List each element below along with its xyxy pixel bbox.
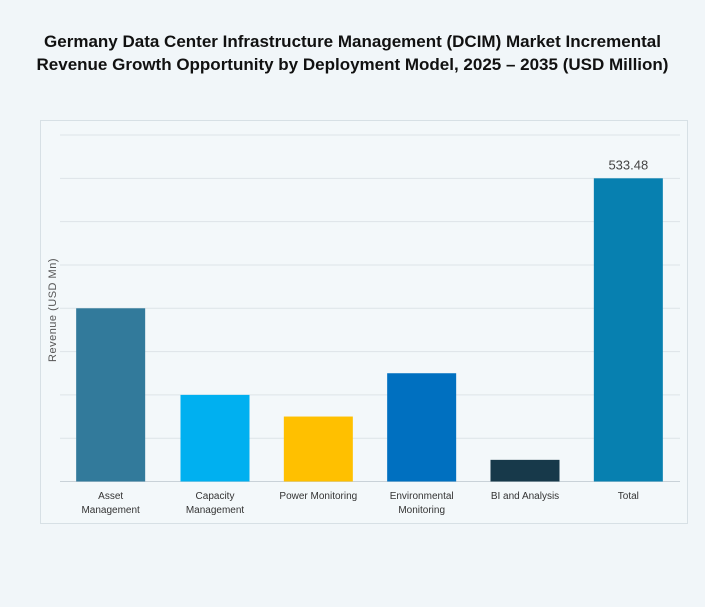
x-tick-label: Capacity Management	[186, 491, 245, 516]
y-axis-label: Revenue (USD Mn)	[47, 258, 59, 362]
x-tick-label: Total	[618, 491, 639, 502]
data-label: 533.48	[608, 157, 648, 172]
x-tick-label: Asset Management	[81, 491, 140, 516]
x-tick-label: BI and Analysis	[491, 491, 559, 502]
chart-title: Germany Data Center Infrastructure Manag…	[36, 32, 669, 74]
bar-total	[593, 178, 663, 482]
bar-capacity-management	[180, 394, 250, 482]
bar-environmental-monitoring	[387, 373, 457, 482]
x-tick-label: Environmental Monitoring	[390, 491, 454, 516]
x-tick-label: Power Monitoring	[279, 491, 357, 502]
bar-power-monitoring	[283, 416, 353, 482]
chart-panel	[40, 120, 688, 524]
bar-bi-and-analysis	[490, 459, 560, 482]
bar-asset-management	[76, 308, 146, 482]
